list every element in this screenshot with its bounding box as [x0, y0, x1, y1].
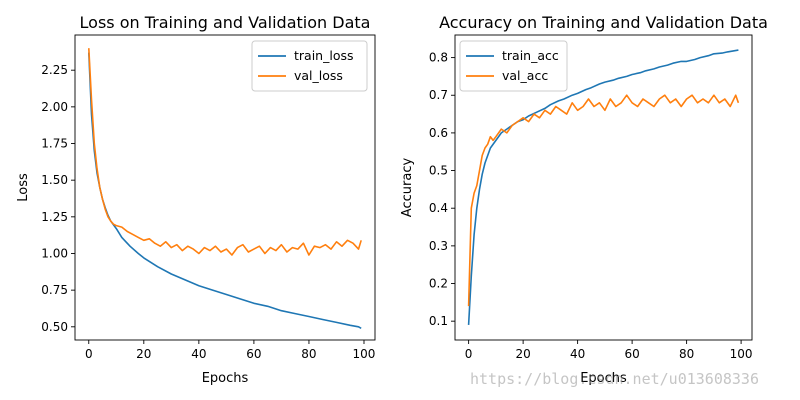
y-tick-label: 2.25	[41, 63, 68, 77]
legend: train_loss val_loss	[251, 40, 368, 92]
y-tick-label: 0.2	[429, 277, 448, 291]
y-axis-label: Loss	[16, 173, 31, 202]
legend-label: val_loss	[294, 68, 343, 83]
chart-accuracy: Accuracy on Training and Validation Data…	[400, 13, 768, 386]
x-tick-label: 0	[85, 347, 93, 361]
x-axis-label: Epochs	[202, 371, 249, 386]
x-tick-label: 20	[136, 347, 151, 361]
series-line-train_loss	[88, 52, 362, 329]
legend-box	[459, 40, 568, 92]
legend-label: train_loss	[294, 48, 354, 63]
x-axis-label: Epochs	[580, 371, 627, 386]
series-line-train_acc	[467, 49, 739, 325]
x-tick-label: 80	[679, 347, 694, 361]
x-tick-label: 80	[301, 347, 316, 361]
watermark: https://blog.csdn.net/u013608336	[470, 370, 759, 388]
y-tick-label: 0.8	[429, 51, 448, 65]
x-tick-label: 40	[570, 347, 585, 361]
y-tick-label: 0.5	[429, 164, 448, 178]
y-tick-label: 0.1	[429, 314, 448, 328]
y-tick-label: 1.75	[41, 137, 68, 151]
y-tick-label: 2.00	[41, 100, 68, 114]
series-line-val_loss	[88, 48, 362, 256]
chart-loss: Loss on Training and Validation Data 0 20 4…	[16, 13, 376, 386]
x-tick-label: 0	[465, 347, 473, 361]
y-tick-label: 1.25	[41, 210, 68, 224]
y-tick-label: 0.7	[429, 88, 448, 102]
series-line-val_acc	[467, 94, 740, 307]
y-tick-label: 0.6	[429, 126, 448, 140]
x-tick-label: 20	[515, 347, 530, 361]
legend-label: train_acc	[502, 48, 559, 63]
y-tick-label: 0.75	[41, 283, 68, 297]
x-tick-label: 100	[730, 347, 753, 361]
x-tick-label: 60	[246, 347, 261, 361]
axes-frame	[74, 34, 376, 341]
legend: train_acc val_acc	[459, 40, 568, 92]
chart-title: Accuracy on Training and Validation Data	[439, 13, 768, 32]
y-tick-label: 1.50	[41, 173, 68, 187]
legend-label: val_acc	[502, 68, 548, 83]
y-axis-label: Accuracy	[400, 158, 415, 218]
x-tick-label: 100	[353, 347, 376, 361]
legend-box	[251, 40, 368, 92]
y-tick-label: 1.00	[41, 246, 68, 260]
axes-frame	[454, 34, 753, 341]
x-tick-label: 60	[624, 347, 639, 361]
y-tick-label: 0.50	[41, 320, 68, 334]
x-tick-label: 40	[191, 347, 206, 361]
y-tick-label: 0.3	[429, 239, 448, 253]
y-tick-label: 0.4	[429, 201, 448, 215]
chart-title: Loss on Training and Validation Data	[80, 13, 371, 32]
